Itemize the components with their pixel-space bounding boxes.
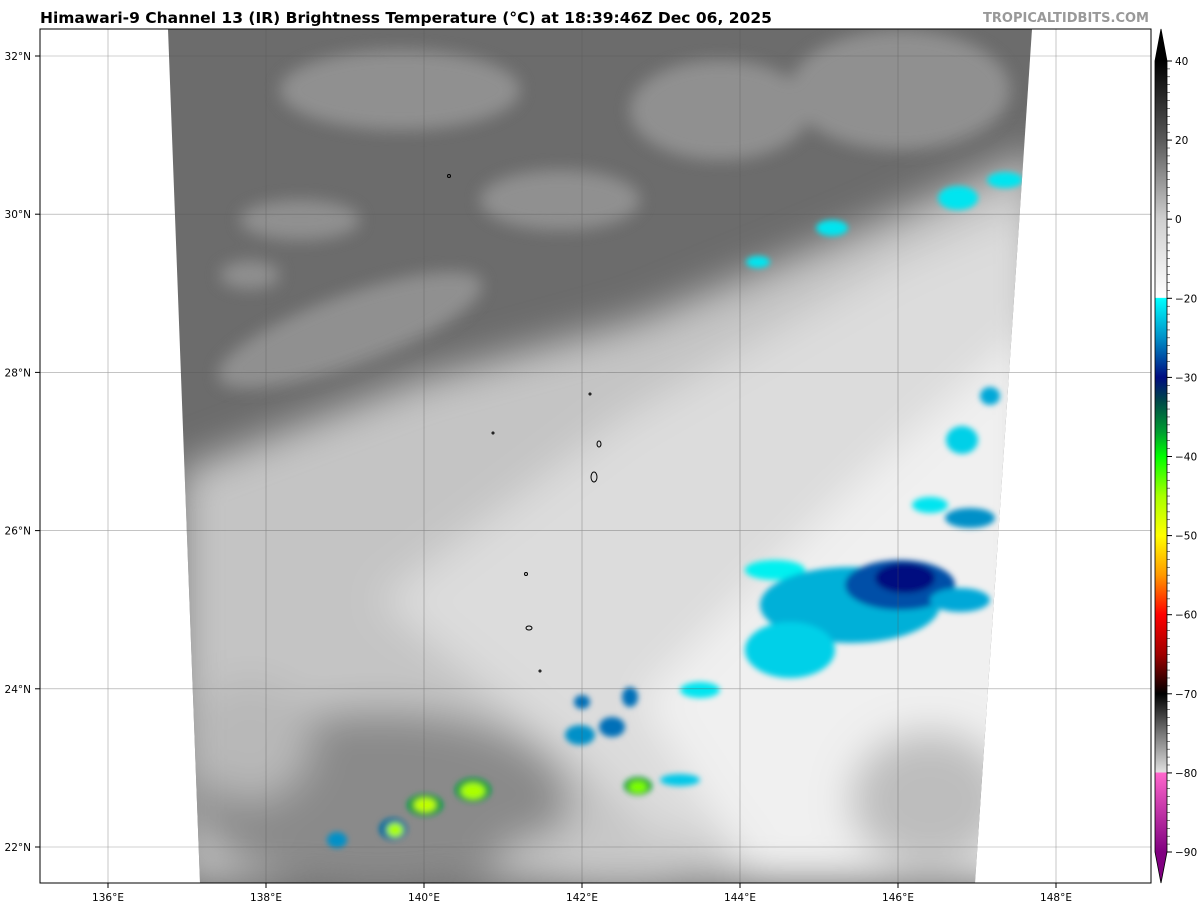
colorbar-tick-label: −90 <box>1175 847 1197 859</box>
satellite-imagery <box>168 29 1032 883</box>
longitude-label: 140°E <box>408 892 440 904</box>
longitude-label: 138°E <box>250 892 282 904</box>
longitude-label: 146°E <box>882 892 914 904</box>
colorbar: 40 20 0 −20 −30 −40 −50 −60 −70 −80 −90 <box>1154 28 1197 884</box>
gridlines <box>40 29 1151 883</box>
colorbar-tick-label: 0 <box>1175 214 1182 226</box>
colorbar-gradient <box>1155 61 1167 852</box>
colorbar-tick-label: −80 <box>1175 768 1197 780</box>
brand-watermark: TROPICALTIDBITS.COM <box>983 11 1149 26</box>
longitude-label: 148°E <box>1040 892 1072 904</box>
map-title: Himawari-9 Channel 13 (IR) Brightness Te… <box>40 9 772 27</box>
colorbar-tick-label: 40 <box>1175 56 1188 68</box>
colorbar-upper-extend <box>1155 29 1167 61</box>
colorbar-tick-label: 20 <box>1175 135 1188 147</box>
longitude-label: 136°E <box>92 892 124 904</box>
cold-cloud-tops <box>327 172 1023 848</box>
longitude-label: 142°E <box>566 892 598 904</box>
colorbar-tick-label: −70 <box>1175 689 1197 701</box>
latitude-label: 30°N <box>5 209 31 221</box>
colorbar-lower-extend <box>1155 852 1167 883</box>
longitude-label: 144°E <box>724 892 756 904</box>
latitude-label: 22°N <box>5 842 31 854</box>
colorbar-tick-label: −20 <box>1175 293 1197 305</box>
map-frame <box>39 28 1152 884</box>
colorbar-tick-label: −50 <box>1175 531 1197 543</box>
colorbar-tick-label: −60 <box>1175 610 1197 622</box>
island-outlines <box>447 174 602 673</box>
latitude-label: 28°N <box>5 367 31 379</box>
colorbar-tick-label: −40 <box>1175 452 1197 464</box>
latitude-label: 32°N <box>5 51 31 63</box>
colorbar-tick-label: −30 <box>1175 372 1197 384</box>
latitude-label: 26°N <box>5 526 31 538</box>
latitude-label: 24°N <box>5 684 31 696</box>
